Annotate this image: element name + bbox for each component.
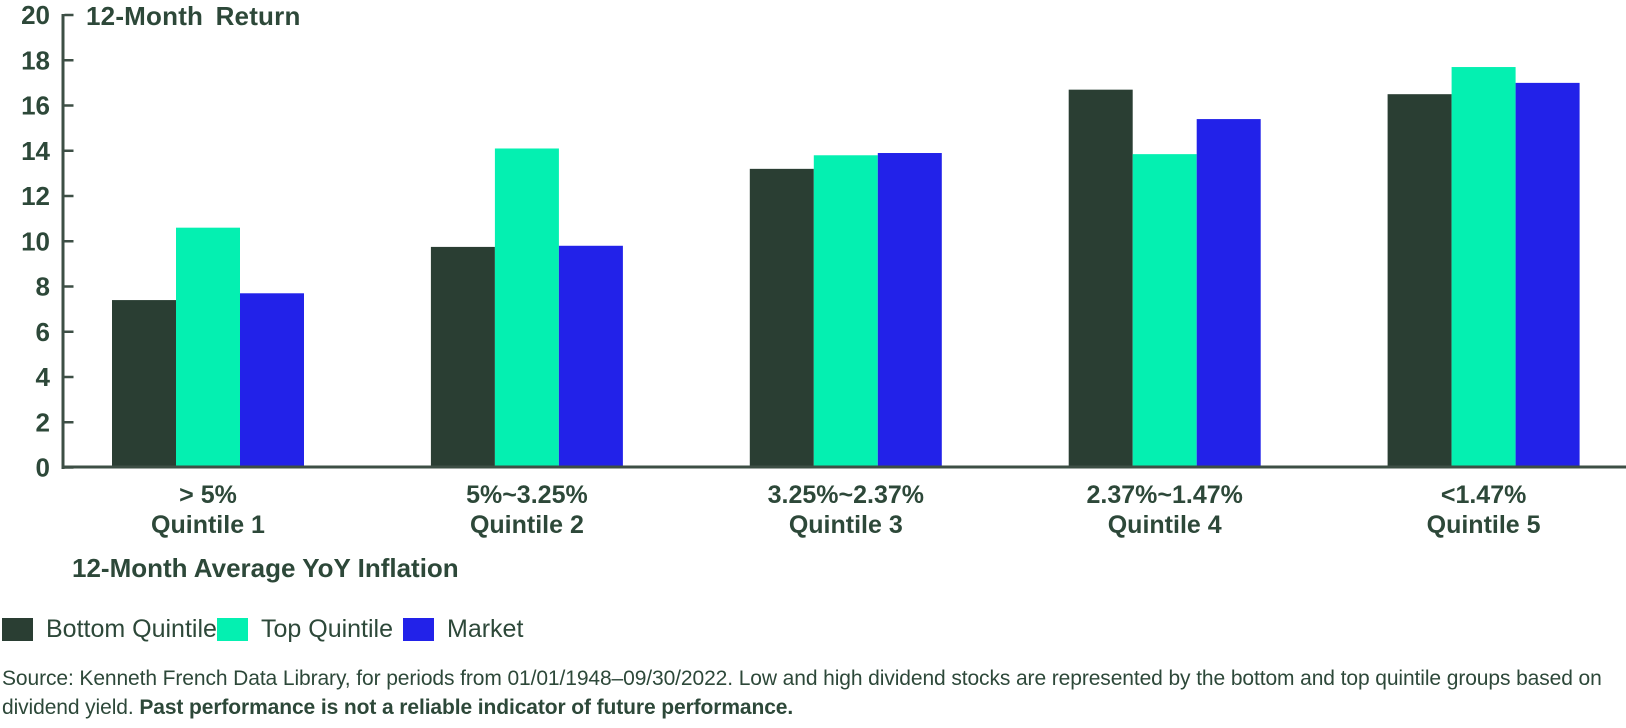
bar-bottom-quintile-q1: [112, 300, 176, 467]
x-axis-category-range-label: 2.37%~1.47%: [1087, 481, 1243, 509]
y-axis-line: [61, 14, 65, 469]
y-axis-tick-label: 12: [21, 181, 50, 211]
bar-top-quintile-q4: [1132, 154, 1197, 468]
legend-swatch-top-quintile: [217, 617, 248, 641]
y-axis-tick: [64, 13, 74, 17]
legend: Bottom Quintile Top Quintile Market: [0, 614, 700, 644]
y-axis-tick: [64, 285, 74, 288]
y-axis-tick-label: 18: [21, 45, 50, 75]
y-axis-tick-label: 10: [21, 226, 50, 256]
bar-market-q5: [1515, 82, 1580, 467]
x-axis-category-range-label: 5%~3.25%: [466, 481, 588, 509]
x-axis-category-quintile-label: Quintile 3: [789, 511, 903, 539]
bar-market-q1: [240, 293, 304, 467]
x-axis-category-quintile-label: Quintile 1: [151, 511, 265, 539]
bar-top-quintile-q2: [494, 148, 559, 468]
bar-market-q4: [1196, 119, 1261, 467]
legend-swatch-market: [403, 617, 434, 641]
x-axis-category-range-label: <1.47%: [1441, 481, 1527, 509]
bar-top-quintile-q1: [176, 227, 240, 467]
legend-item-market: Market: [403, 614, 523, 644]
chart-title: 12-Month Return: [86, 1, 301, 31]
y-axis-tick: [64, 59, 74, 62]
y-axis-tick: [64, 240, 74, 243]
y-axis-tick-label: 14: [21, 136, 50, 166]
bar-bottom-quintile-q4: [1068, 89, 1133, 467]
bar-top-quintile-q5: [1451, 67, 1516, 467]
y-axis-tick: [64, 104, 74, 107]
y-axis-tick-label: 6: [36, 317, 50, 347]
bar-market-q2: [558, 245, 623, 467]
y-axis-tick: [64, 421, 74, 424]
source-note: Source: Kenneth French Data Library, for…: [2, 665, 1622, 722]
x-axis-category-quintile-label: Quintile 5: [1427, 511, 1541, 539]
bar-bottom-quintile-q3: [749, 168, 814, 467]
bar-market-q3: [877, 153, 942, 467]
x-axis-title: 12-Month Average YoY Inflation: [72, 553, 459, 583]
y-axis-tick-label: 20: [21, 0, 50, 30]
x-axis-category-quintile-label: Quintile 2: [470, 511, 584, 539]
legend-swatch-bottom-quintile: [2, 617, 33, 641]
legend-item-bottom-quintile: Bottom Quintile: [2, 614, 217, 644]
source-text-line2: dividend yield.: [2, 695, 140, 719]
legend-item-top-quintile: Top Quintile: [217, 614, 393, 644]
y-axis-tick-label: 0: [36, 453, 50, 483]
x-axis-line: [61, 465, 1626, 469]
x-axis-category-range-label: 3.25%~2.37%: [768, 481, 924, 509]
bar-bottom-quintile-q2: [430, 246, 495, 467]
legend-label-bottom-quintile: Bottom Quintile: [46, 615, 217, 643]
y-axis-tick: [64, 149, 74, 152]
y-axis-tick: [64, 194, 74, 198]
bar-top-quintile-q3: [813, 155, 878, 467]
legend-label-top-quintile: Top Quintile: [261, 615, 394, 643]
bar-bottom-quintile-q5: [1387, 94, 1452, 467]
legend-label-market: Market: [447, 615, 524, 643]
source-text-disclaimer: Past performance is not a reliable indic…: [139, 695, 794, 719]
x-axis-category-range-label: > 5%: [179, 481, 237, 509]
y-axis-tick-label: 2: [36, 407, 50, 437]
y-axis-tick: [64, 375, 74, 379]
y-axis-tick-label: 4: [36, 362, 51, 392]
x-axis-category-quintile-label: Quintile 4: [1108, 511, 1222, 539]
y-axis-tick: [64, 330, 74, 333]
source-text-line1: Source: Kenneth French Data Library, for…: [2, 667, 1602, 690]
y-axis-tick-label: 8: [36, 272, 50, 302]
y-axis-tick-label: 16: [21, 91, 50, 121]
